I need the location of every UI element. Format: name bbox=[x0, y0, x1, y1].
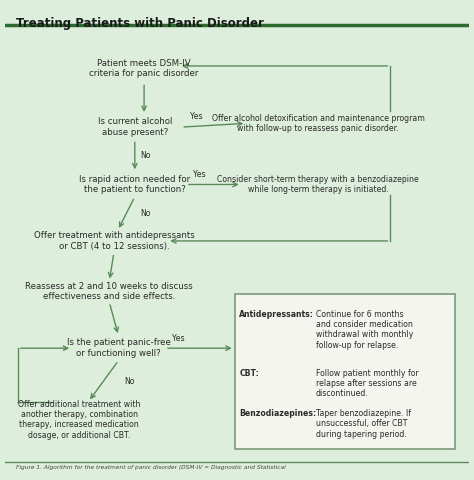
Text: Yes: Yes bbox=[193, 170, 206, 179]
FancyBboxPatch shape bbox=[235, 294, 456, 449]
Text: Yes: Yes bbox=[190, 112, 202, 121]
Text: Follow patient monthly for
relapse after sessions are
discontinued.: Follow patient monthly for relapse after… bbox=[316, 369, 419, 398]
Text: Is current alcohol
abuse present?: Is current alcohol abuse present? bbox=[98, 118, 172, 137]
Text: Consider short-term therapy with a benzodiazepine
while long-term therapy is ini: Consider short-term therapy with a benzo… bbox=[218, 175, 419, 194]
Text: Is rapid action needed for
the patient to function?: Is rapid action needed for the patient t… bbox=[79, 175, 191, 194]
Text: Offer alcohol detoxification and maintenance program
with follow-up to reassess : Offer alcohol detoxification and mainten… bbox=[212, 114, 425, 133]
Text: No: No bbox=[140, 151, 151, 160]
Text: Benzodiazepines:: Benzodiazepines: bbox=[239, 409, 317, 418]
Text: Continue for 6 months
and consider medication
withdrawal with monthly
follow-up : Continue for 6 months and consider medic… bbox=[316, 310, 413, 350]
Text: CBT:: CBT: bbox=[239, 369, 259, 378]
Text: Offer treatment with antidepressants
or CBT (4 to 12 sessions).: Offer treatment with antidepressants or … bbox=[34, 231, 194, 251]
Text: Taper benzodiazepine. If
unsuccessful, offer CBT
during tapering period.: Taper benzodiazepine. If unsuccessful, o… bbox=[316, 409, 411, 439]
Text: Reassess at 2 and 10 weeks to discuss
effectiveness and side effects.: Reassess at 2 and 10 weeks to discuss ef… bbox=[26, 282, 193, 301]
Text: Patient meets DSM-IV
criteria for panic disorder: Patient meets DSM-IV criteria for panic … bbox=[90, 59, 199, 78]
Text: Treating Patients with Panic Disorder: Treating Patients with Panic Disorder bbox=[16, 16, 264, 30]
Text: Is the patient panic-free
or functioning well?: Is the patient panic-free or functioning… bbox=[67, 338, 171, 358]
Text: No: No bbox=[140, 209, 151, 218]
Text: Figure 1. Algorithm for the treatment of panic disorder (DSM-IV = Diagnostic and: Figure 1. Algorithm for the treatment of… bbox=[16, 465, 286, 469]
Text: Antidepressants:: Antidepressants: bbox=[239, 310, 314, 319]
Text: Offer additional treatment with
another therapy, combination
therapy, increased : Offer additional treatment with another … bbox=[18, 399, 140, 440]
Text: Yes: Yes bbox=[173, 334, 185, 343]
Text: No: No bbox=[124, 377, 135, 385]
